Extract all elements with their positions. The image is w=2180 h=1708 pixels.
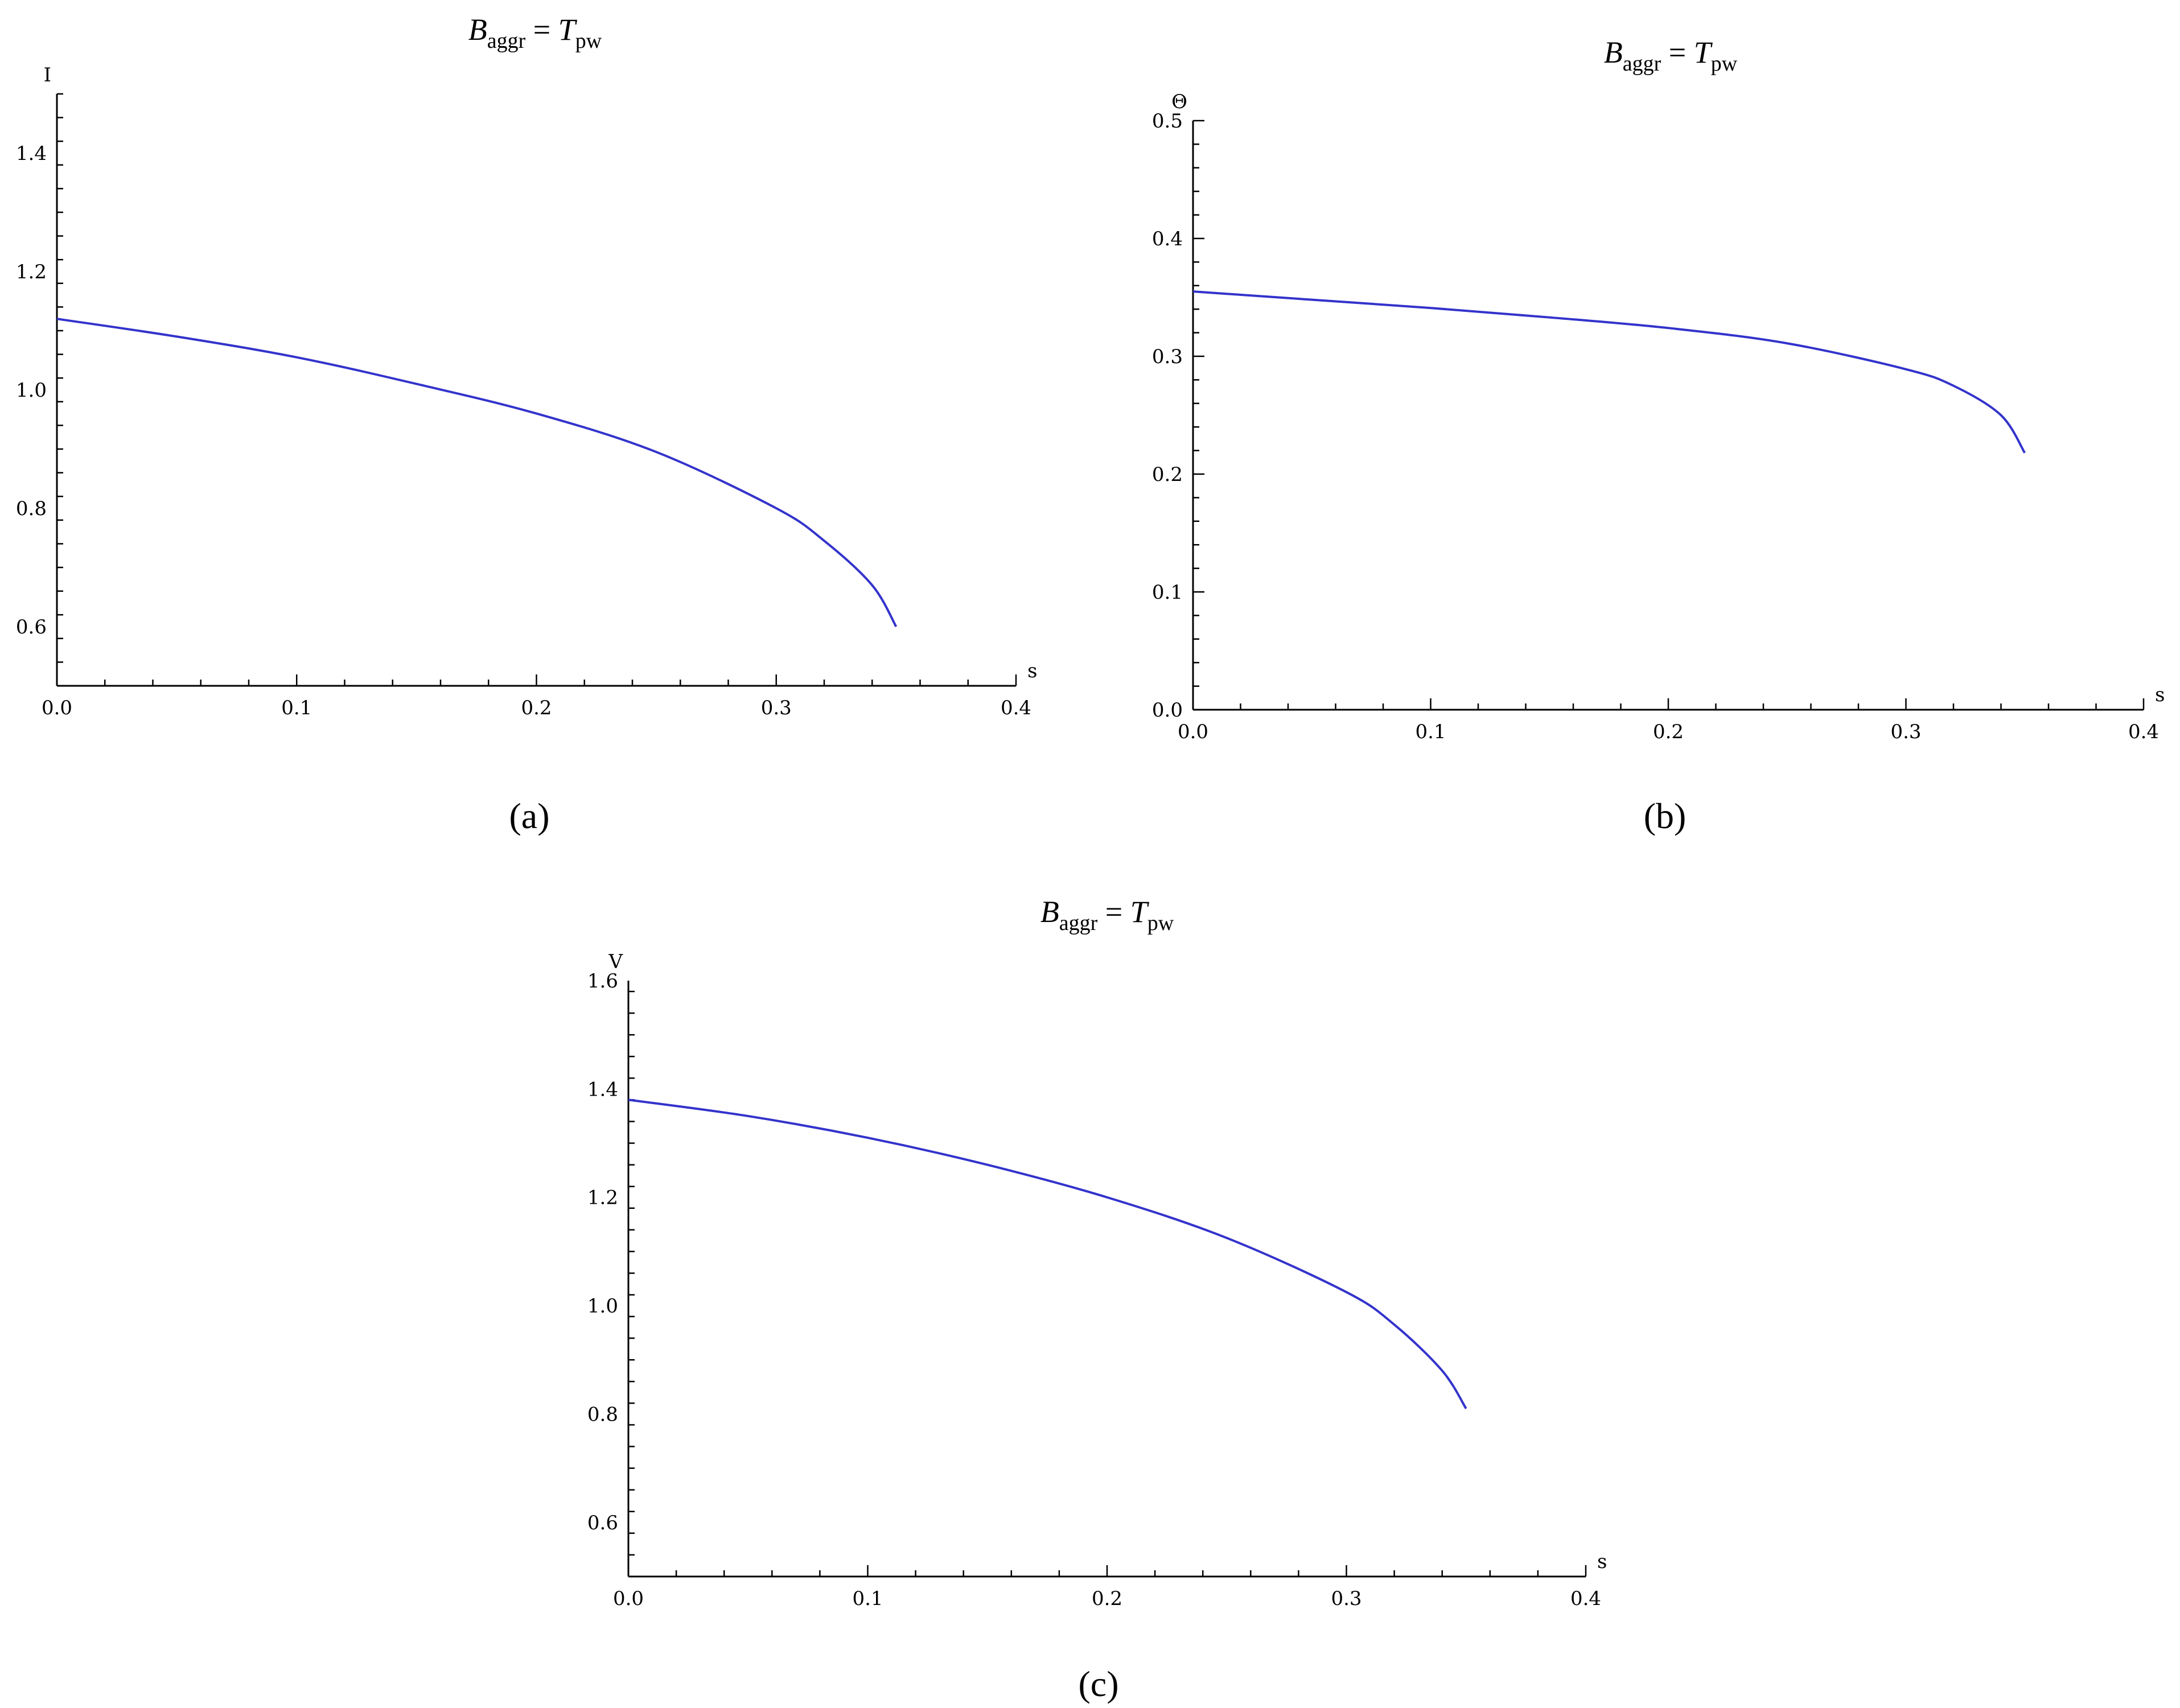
x-axis-label: s [1597,1550,1607,1573]
x-tick-label: 0.0 [613,1587,644,1610]
y-tick-label: 0.8 [587,1403,618,1426]
panel-a: 0.0 0.1 0.2 0.3 0.4 0.6 0.8 1.0 1.2 1.4 s I Baggr = … [16,13,1038,836]
y-tick-label: 1.0 [587,1295,618,1318]
x-tick-label: 0.1 [1415,721,1446,743]
y-axis-label: I [44,64,51,87]
x-tick-label: 0.0 [1178,721,1208,743]
y-tick-label: 0.2 [1152,463,1183,486]
chart-title: Baggr = Tpw [1604,35,1738,76]
panel-b: 0.0 0.1 0.2 0.3 0.4 0.0 0.1 0.2 0.3 0.4 0.5 s Θ Baggr… [1152,35,2165,836]
y-tick-label: 0.5 [1152,110,1183,133]
y-tick-label: 1.2 [587,1187,618,1209]
chart-title: Baggr = Tpw [468,13,602,53]
x-tick-label: 0.3 [1331,1587,1362,1610]
x-tick-label: 0.2 [521,697,552,719]
y-tick-label: 0.1 [1152,581,1183,604]
x-tick-label: 0.0 [42,697,72,719]
y-tick-label: 1.2 [16,261,47,283]
y-axis-label: Θ [1171,90,1187,113]
series-line [1192,290,2026,454]
x-tick-label: 0.1 [852,1587,883,1610]
x-tick-label: 0.2 [1653,721,1684,743]
chart-title: Baggr = Tpw [1040,895,1174,935]
x-tick-label: 0.4 [1001,697,1031,719]
y-tick-label: 0.6 [16,616,47,639]
y-tick-label: 0.6 [587,1512,618,1534]
y-tick-label: 0.3 [1152,345,1183,368]
series-line [628,1098,1467,1410]
x-tick-label: 0.1 [281,697,312,719]
panel-caption: (a) [509,796,549,836]
y-tick-label: 1.6 [587,970,618,993]
x-axis-label: s [1027,660,1037,682]
y-tick-label: 1.4 [587,1078,618,1101]
series-line [56,318,898,628]
y-axis-label: V [608,950,623,973]
y-tick-label: 0.4 [1152,228,1183,250]
x-tick-label: 0.4 [1570,1587,1601,1610]
y-tick-label: 0.0 [1152,699,1183,722]
y-tick-label: 0.8 [16,497,47,520]
x-tick-label: 0.3 [761,697,792,719]
x-tick-label: 0.2 [1092,1587,1122,1610]
panel-caption: (c) [1078,1664,1118,1704]
x-axis-label: s [2155,684,2165,706]
x-tick-label: 0.3 [1890,721,1921,743]
y-tick-label: 1.4 [16,142,47,165]
y-tick-label: 1.0 [16,379,47,402]
panel-c: 0.0 0.1 0.2 0.3 0.4 0.6 0.8 1.0 1.2 1.4 1.6 s V Baggr… [587,895,1607,1704]
x-tick-label: 0.4 [2128,721,2159,743]
panel-caption: (b) [1644,796,1687,836]
